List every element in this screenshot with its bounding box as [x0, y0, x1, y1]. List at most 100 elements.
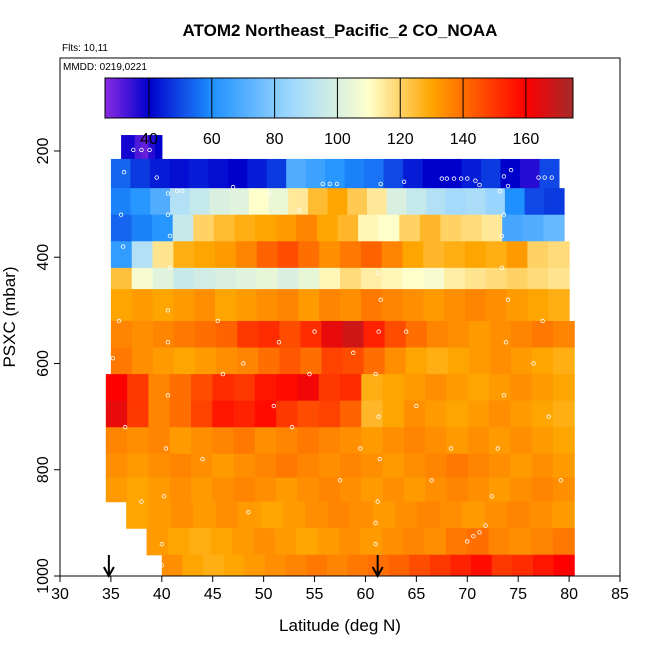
heatmap-cell: [190, 477, 213, 503]
heatmap-cell: [152, 267, 174, 290]
flight-point: [351, 350, 356, 356]
heatmap-cell: [300, 347, 323, 375]
heatmap-cell: [464, 241, 487, 269]
colorbar-segment: [554, 78, 558, 118]
flight-point: [159, 563, 165, 568]
heatmap-cell: [512, 554, 534, 576]
heatmap-cell: [426, 347, 449, 375]
heatmap-cell: [234, 214, 256, 242]
flight-arrow: [371, 555, 384, 579]
heatmap-cell: [319, 267, 341, 290]
heatmap-cell: [110, 214, 133, 242]
heatmap-cell: [402, 267, 424, 290]
heatmap-cell: [268, 188, 289, 216]
heatmap-cell: [110, 188, 132, 216]
heatmap-cell: [506, 241, 529, 269]
colorbar-segment: [167, 78, 172, 118]
colorbar-segment: [473, 78, 477, 118]
heatmap-cell: [110, 158, 131, 189]
flight-point: [116, 318, 122, 324]
colorbar-segment: [207, 78, 212, 118]
colorbar-segment: [298, 78, 303, 118]
heatmap-cell: [531, 400, 554, 428]
colorbar-segment: [139, 78, 143, 118]
colorbar-segment: [382, 78, 387, 118]
heatmap-cell: [190, 427, 213, 455]
heatmap-cell: [425, 427, 448, 455]
heatmap-cell: [360, 267, 383, 290]
flight-point: [375, 499, 380, 504]
heatmap-cell: [110, 241, 133, 269]
heatmap-cell: [485, 267, 508, 290]
flight-point: [465, 539, 470, 544]
heatmap-cell: [402, 241, 424, 269]
flight-point: [165, 340, 171, 345]
heatmap-cell: [461, 158, 482, 189]
heatmap-cell: [340, 427, 362, 455]
colorbar-segment: [105, 78, 109, 118]
heatmap-cell: [209, 188, 230, 216]
heatmap-cell: [361, 427, 384, 455]
heatmap-cell: [419, 214, 442, 242]
colorbar-segment: [242, 78, 246, 118]
flight-point: [215, 318, 221, 324]
heatmap-cell: [110, 320, 133, 349]
heatmap-cell: [384, 320, 407, 349]
flight-point: [373, 371, 378, 377]
flight-point: [499, 233, 505, 239]
heatmap-cell: [439, 501, 463, 529]
colorbar-segment: [304, 78, 309, 118]
heatmap-cell: [360, 528, 383, 556]
heatmap-cell: [258, 320, 280, 349]
flight-point: [118, 212, 124, 217]
heatmap-cell: [297, 477, 320, 503]
flight-point: [327, 181, 333, 187]
heatmap-cell: [444, 289, 466, 322]
colorbar-segment: [491, 78, 496, 118]
flight-point: [358, 446, 363, 451]
heatmap-cell: [429, 554, 452, 576]
heatmap-cell: [445, 528, 468, 556]
flight-point: [165, 212, 171, 217]
colorbar-segment: [351, 78, 356, 118]
colorbar-ticks: 40 60 80 100 120 140 160: [140, 78, 539, 148]
heatmap-cell: [467, 400, 490, 428]
heatmap-cell: [173, 289, 195, 322]
heatmap-cell: [467, 477, 490, 503]
heatmap-cell: [266, 158, 287, 189]
flight-point: [220, 371, 226, 377]
heatmap-cell: [342, 347, 365, 375]
heatmap-cell: [360, 289, 383, 322]
chart-title: ATOM2 Northeast_Pacific_2 CO_NOAA: [183, 21, 498, 40]
x-tick-label: 55: [306, 586, 324, 603]
heatmap-cell: [254, 477, 277, 503]
flight-point: [165, 308, 171, 313]
heatmap-cell: [510, 400, 533, 428]
flight-point: [439, 176, 445, 181]
colorbar-segment: [317, 78, 321, 118]
colorbar-segment: [435, 78, 440, 118]
heatmap-cell: [386, 188, 407, 216]
colorbar-segment: [445, 78, 449, 118]
flight-point: [531, 361, 536, 366]
heatmap-cell: [552, 400, 575, 428]
colorbar-segment: [519, 78, 524, 118]
colorbar-segment: [236, 78, 240, 118]
flight-point: [536, 175, 541, 180]
colorbar-segment: [541, 78, 546, 118]
colorbar-segment: [111, 78, 115, 118]
heatmap-cell: [134, 135, 143, 160]
colorbar-segment: [229, 78, 234, 118]
colorbar-segment: [292, 78, 296, 118]
flight-point: [501, 174, 507, 179]
heatmap-cell: [403, 158, 424, 189]
heatmap-cell: [403, 453, 426, 479]
flight-arrows: [102, 555, 384, 579]
heatmap-cell: [446, 400, 469, 428]
flight-point: [289, 425, 295, 430]
x-tick-label: 85: [611, 586, 629, 603]
heatmap-cell: [173, 267, 195, 290]
flights-annotation: Flts: 10,11: [62, 43, 108, 54]
colorbar-segment: [479, 78, 484, 118]
heatmap-cell: [276, 453, 299, 479]
